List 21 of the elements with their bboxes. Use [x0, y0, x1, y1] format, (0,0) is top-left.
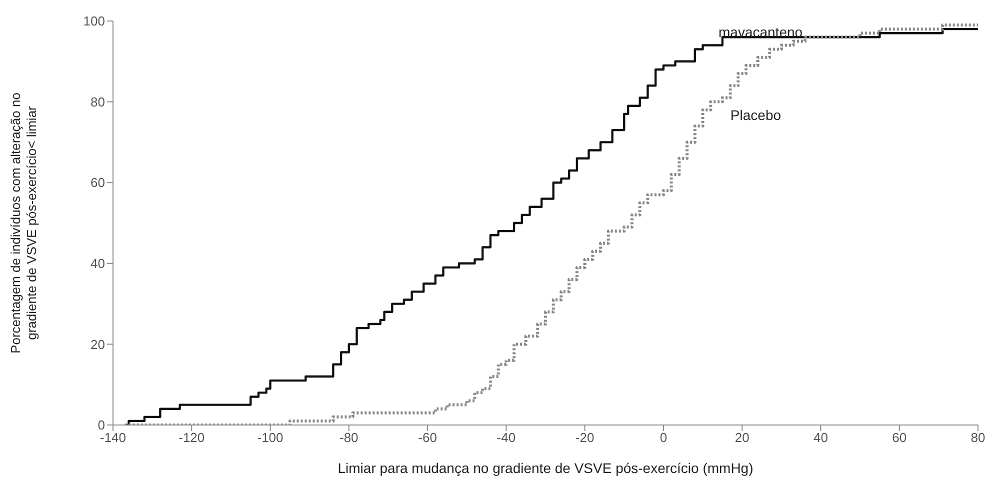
- x-tick-label: 0: [660, 430, 668, 446]
- x-tick-label: 20: [734, 430, 750, 446]
- series-label: Placebo: [730, 106, 782, 123]
- y-tick-label: 40: [90, 256, 105, 272]
- x-tick-label: -140: [100, 430, 126, 446]
- y-tick-label: 80: [90, 94, 105, 110]
- x-tick-label: -100: [257, 430, 284, 446]
- x-tick-label: -60: [418, 430, 437, 446]
- y-tick-label: 60: [90, 175, 105, 190]
- x-tick-label: 40: [813, 430, 828, 446]
- x-tick-label: -40: [496, 430, 516, 446]
- y-tick-label: 20: [90, 336, 105, 352]
- x-tick-label: -80: [340, 430, 358, 446]
- x-axis-title: Limiar para mudança no gradiente de VSVE pós-exercício (mmHg): [338, 460, 754, 476]
- x-tick-label: 80: [970, 430, 986, 446]
- x-tick-label: 60: [892, 430, 907, 446]
- y-tick-label: 0: [98, 418, 105, 433]
- y-axis-title: Porcentagem de indivíduos com alteração no gradiente de VSVE pós-exercício< limiar: [8, 92, 39, 354]
- x-tick-label: -120: [178, 430, 205, 446]
- y-tick-label: 100: [83, 14, 105, 29]
- x-tick-label: -20: [575, 430, 594, 446]
